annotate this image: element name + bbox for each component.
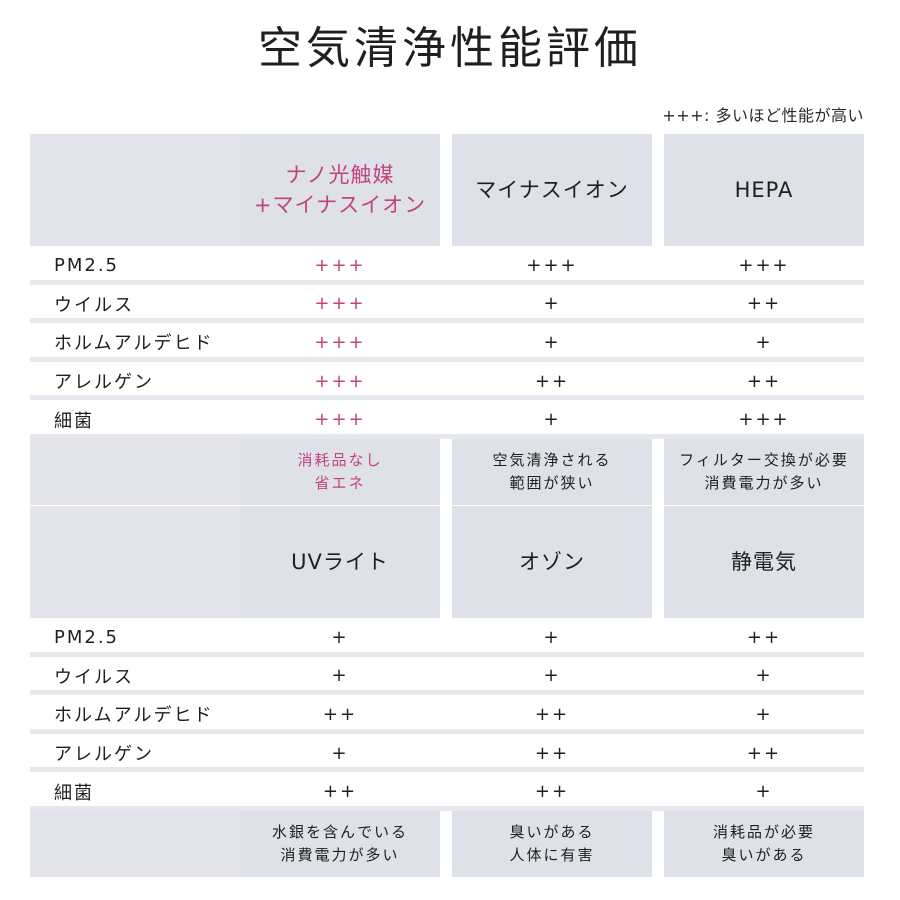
table-row: 細菌 +++ + +++ [30, 400, 864, 439]
column-header-hepa: HEPA [664, 134, 864, 246]
row-label: PM2.5 [54, 626, 120, 648]
rating-cell: ++ [746, 626, 782, 648]
row-label: アレルゲン [54, 744, 154, 766]
rating-cell: ++ [534, 781, 570, 803]
rating-cell: + [755, 781, 773, 803]
rating-cell: + [331, 742, 349, 764]
note-cell: フィルター交換が必要 消費電力が多い [664, 438, 864, 505]
rating-cell: ++ [746, 742, 782, 764]
rating-cell: ++ [534, 370, 570, 392]
rating-cell: ++ [322, 703, 358, 725]
note-line: 消費電力が多い [704, 473, 824, 492]
note-line: 範囲が狭い [509, 473, 595, 492]
note-cell: 臭いがある 人体に有害 [452, 810, 652, 877]
rating-cell: + [331, 665, 349, 687]
table-row: アレルゲン +++ ++ ++ [30, 362, 864, 401]
row-label: ウイルス [54, 294, 134, 316]
note-line: 空気清浄される [492, 450, 612, 469]
row-label: 細菌 [54, 782, 94, 804]
table-row: アレルゲン + ++ ++ [30, 734, 864, 773]
row-label: PM2.5 [54, 254, 120, 276]
note-line: 消耗品が必要 [712, 822, 815, 841]
row-label: ホルムアルデヒド [54, 333, 214, 355]
table-row: ウイルス + + + [30, 657, 864, 696]
note-cell: 消耗品なし 省エネ [240, 438, 440, 505]
rating-cell: ++ [746, 293, 782, 315]
row-label: アレルゲン [54, 372, 154, 394]
notes-row: 消耗品なし 省エネ 空気清浄される 範囲が狭い フィルター交換が必要 消費電力が… [30, 438, 864, 505]
rating-cell: + [755, 703, 773, 725]
table-header-row: UVライト オゾン 静電気 [30, 506, 864, 618]
rating-cell: +++ [738, 254, 790, 276]
rating-cell: + [543, 665, 561, 687]
table-row: 細菌 ++ ++ + [30, 772, 864, 811]
column-header-ozone: オゾン [452, 506, 652, 618]
rating-cell: + [331, 626, 349, 648]
table-row: ホルムアルデヒド +++ + + [30, 323, 864, 362]
rating-cell: + [543, 409, 561, 431]
legend-note: +++: 多いほど性能が高い [662, 106, 864, 125]
rating-cell: +++ [314, 409, 366, 431]
row-label: 細菌 [54, 410, 94, 432]
page-title: 空気清浄性能評価 [258, 23, 642, 74]
rating-cell: + [543, 293, 561, 315]
comparison-table-2: UVライト オゾン 静電気 PM2.5 + + ++ ウイルス + + + ホル… [30, 506, 864, 877]
note-cell: 水銀を含んでいる 消費電力が多い [240, 810, 440, 877]
note-line: 臭いがある [509, 822, 595, 841]
note-line: 水銀を含んでいる [271, 822, 408, 841]
column-header-electrostatic: 静電気 [664, 506, 864, 618]
rating-cell: +++ [738, 409, 790, 431]
rating-cell: +++ [314, 370, 366, 392]
rating-cell: + [755, 665, 773, 687]
header-corner [30, 134, 240, 246]
table-row: ホルムアルデヒド ++ ++ + [30, 695, 864, 734]
note-line: 消費電力が多い [280, 845, 400, 864]
note-cell: 消耗品が必要 臭いがある [664, 810, 864, 877]
table-row: PM2.5 + + ++ [30, 618, 864, 657]
note-line: 臭いがある [721, 845, 807, 864]
row-label: ホルムアルデヒド [54, 705, 214, 727]
column-header-nano-photocatalyst: ナノ光触媒 +マイナスイオン [240, 134, 440, 246]
note-line: 消耗品なし [297, 450, 383, 469]
column-header-line: ナノ光触媒 [285, 163, 395, 187]
rating-cell: +++ [526, 254, 578, 276]
rating-cell: +++ [314, 293, 366, 315]
notes-row: 水銀を含んでいる 消費電力が多い 臭いがある 人体に有害 消耗品が必要 臭いがあ… [30, 810, 864, 877]
column-header-negative-ion: マイナスイオン [452, 134, 652, 246]
header-corner [30, 506, 240, 618]
rating-cell: ++ [534, 703, 570, 725]
table-row: PM2.5 +++ +++ +++ [30, 246, 864, 285]
rating-cell: +++ [314, 254, 366, 276]
table-header-row: ナノ光触媒 +マイナスイオン マイナスイオン HEPA [30, 134, 864, 246]
rating-cell: ++ [746, 370, 782, 392]
notes-corner [30, 438, 240, 505]
note-line: フィルター交換が必要 [679, 450, 849, 469]
table-row: ウイルス +++ + ++ [30, 285, 864, 324]
rating-cell: + [543, 331, 561, 353]
column-header-uv-light: UVライト [240, 506, 440, 618]
row-label: ウイルス [54, 666, 134, 688]
rating-cell: ++ [534, 742, 570, 764]
note-line: 人体に有害 [509, 845, 595, 864]
column-header-line: +マイナスイオン [253, 193, 427, 217]
comparison-table-1: ナノ光触媒 +マイナスイオン マイナスイオン HEPA PM2.5 +++ ++… [30, 134, 864, 505]
note-cell: 空気清浄される 範囲が狭い [452, 438, 652, 505]
note-line: 省エネ [314, 473, 366, 492]
rating-cell: + [543, 626, 561, 648]
rating-cell: ++ [322, 781, 358, 803]
rating-cell: +++ [314, 331, 366, 353]
notes-corner [30, 810, 240, 877]
rating-cell: + [755, 331, 773, 353]
